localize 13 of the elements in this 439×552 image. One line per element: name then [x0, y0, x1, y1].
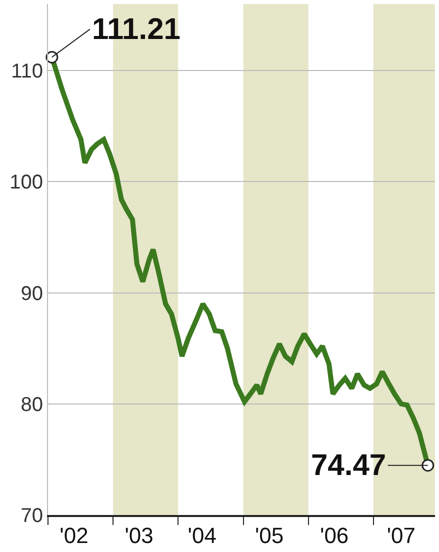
y-tick-label: 110	[11, 60, 43, 83]
x-tick-label: '03	[124, 523, 154, 548]
annotation: 74.47	[311, 449, 386, 482]
y-tick-label: 80	[20, 394, 43, 416]
annotation: 111.21	[92, 13, 180, 46]
y-tick-label: 90	[20, 282, 43, 305]
x-tick-label: '06	[320, 523, 349, 548]
x-tick-label: '04	[188, 523, 216, 548]
x-tick-label: '05	[254, 523, 284, 548]
y-tick-label: 70	[20, 505, 43, 527]
x-tick-label: '07	[386, 523, 416, 548]
x-tick-label: '02	[60, 523, 88, 548]
y-tick-label: 100	[10, 172, 43, 194]
